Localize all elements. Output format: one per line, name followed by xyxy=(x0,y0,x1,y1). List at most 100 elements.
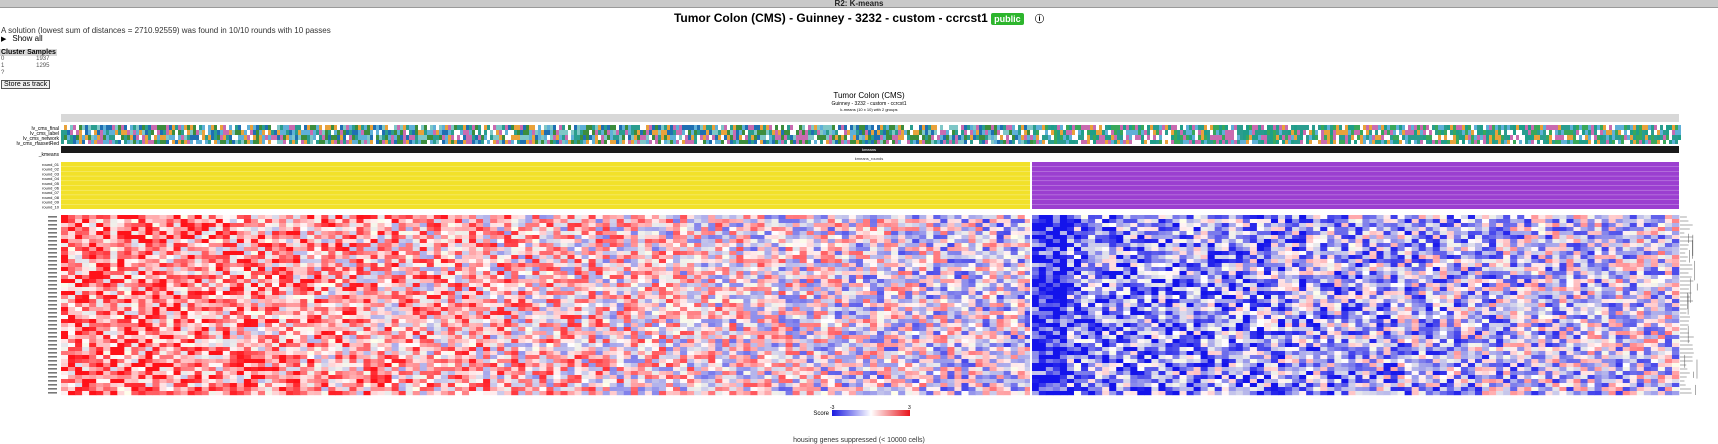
annotation-cell xyxy=(745,130,748,135)
annotation-cell xyxy=(1114,140,1117,145)
annotation-cell xyxy=(802,135,805,140)
annotation-cell xyxy=(631,140,634,145)
heatmap-cell xyxy=(940,259,948,264)
annotation-cell xyxy=(1429,140,1432,145)
annotation-cell xyxy=(1525,125,1528,130)
annotation-cell xyxy=(1678,130,1681,135)
heatmap-cell xyxy=(1355,227,1363,232)
annotation-cell xyxy=(295,130,298,135)
heatmap-cell xyxy=(743,215,751,220)
heatmap-cell xyxy=(940,247,948,252)
heatmap-cell xyxy=(1594,223,1602,228)
annotation-cell xyxy=(868,135,871,140)
heatmap-cell xyxy=(384,219,392,224)
heatmap-cell xyxy=(1580,231,1588,236)
heatmap-cell xyxy=(912,247,920,252)
heatmap-cell xyxy=(1102,255,1110,260)
annotation-cell xyxy=(964,130,967,135)
figure-subtitle: Guinney - 3232 - custom - ccrcst1 xyxy=(831,101,906,107)
heatmap-cell xyxy=(1369,247,1377,252)
info-icon[interactable]: ⓘ xyxy=(1035,14,1045,25)
heatmap-cell xyxy=(1123,239,1131,244)
heatmap-cell xyxy=(1066,239,1075,244)
heatmap-cell xyxy=(1580,247,1588,252)
heatmap-cell xyxy=(673,259,681,264)
heatmap-cell xyxy=(1411,231,1420,236)
heatmap-cell xyxy=(377,247,385,252)
heatmap-cell xyxy=(574,219,582,224)
show-all-toggle[interactable]: ▶ Show all xyxy=(1,34,43,43)
annotation-cell xyxy=(1225,130,1228,135)
annotation-cell xyxy=(1003,130,1006,135)
heatmap-cell xyxy=(1643,235,1652,240)
heatmap-cell xyxy=(553,259,561,264)
annotation-cell xyxy=(832,140,835,145)
annotation-cell xyxy=(1222,140,1225,145)
heatmap-cell xyxy=(813,247,822,252)
heatmap-cell xyxy=(1453,239,1462,244)
annotation-cell xyxy=(148,130,151,135)
heatmap-cell xyxy=(342,239,350,244)
heatmap-cell xyxy=(1411,239,1420,244)
heatmap-cell xyxy=(687,255,695,260)
annotation-cell xyxy=(286,140,289,145)
heatmap-cell xyxy=(926,259,934,264)
heatmap-cell xyxy=(855,239,864,244)
annotation-cell xyxy=(73,135,76,140)
heatmap-cell xyxy=(279,223,287,228)
heatmap-cell xyxy=(1285,239,1293,244)
heatmap-cell xyxy=(1207,235,1215,240)
annotation-cell xyxy=(373,130,376,135)
heatmap-cell xyxy=(1059,215,1068,220)
heatmap-cell xyxy=(321,227,329,232)
heatmap-cell xyxy=(1074,235,1082,240)
annotation-cell xyxy=(532,140,535,145)
annotation-cell xyxy=(1270,125,1273,130)
heatmap-cell xyxy=(771,251,779,256)
heatmap-cell xyxy=(1334,223,1342,228)
annotation-cell xyxy=(835,130,838,135)
annotation-cell xyxy=(1558,135,1561,140)
heatmap-cell xyxy=(982,227,990,232)
heatmap-cell xyxy=(1200,231,1208,236)
heatmap-cell xyxy=(729,255,737,260)
annotation-cell xyxy=(1261,130,1264,135)
heatmap-cell xyxy=(1003,235,1011,240)
heatmap-cell xyxy=(595,219,603,224)
annotation-cell xyxy=(1303,140,1306,145)
window-title-bar: R2: K-means xyxy=(0,0,1718,8)
heatmap-cell xyxy=(792,227,800,232)
annotation-cell xyxy=(703,135,706,140)
annotation-cell xyxy=(1120,130,1123,135)
annotation-cell xyxy=(208,140,211,145)
heatmap-cell xyxy=(637,215,646,220)
annotation-cell xyxy=(1276,130,1279,135)
heatmap-cell xyxy=(1594,247,1602,252)
heatmap-cell xyxy=(286,215,294,220)
heatmap-cell xyxy=(1467,215,1476,220)
round-label: round_08 xyxy=(42,195,60,200)
heatmap-cell xyxy=(286,243,294,248)
heatmap-cell xyxy=(1622,223,1631,228)
heatmap-cell xyxy=(1362,227,1370,232)
public-badge[interactable]: public xyxy=(991,12,1024,25)
annotation-cell xyxy=(721,125,724,130)
heatmap-cell xyxy=(1439,243,1448,248)
heatmap-cell xyxy=(222,223,231,228)
heatmap-cell xyxy=(82,239,90,244)
annotation-cell xyxy=(514,140,517,145)
heatmap-cell xyxy=(1130,219,1138,224)
show-all-label: Show all xyxy=(12,34,43,43)
annotation-cell xyxy=(886,140,889,145)
annotation-cell xyxy=(265,135,268,140)
heatmap-cell xyxy=(623,255,632,260)
annotation-cell xyxy=(958,130,961,135)
store-as-track-button[interactable]: Store as track xyxy=(1,80,51,89)
heatmap-cell xyxy=(1425,239,1434,244)
annotation-cell xyxy=(322,140,325,145)
annotation-cell xyxy=(712,140,715,145)
heatmap-cell xyxy=(1538,223,1546,228)
heatmap-cell xyxy=(715,223,723,228)
heatmap-cell xyxy=(525,231,533,236)
annotation-cell xyxy=(1108,130,1111,135)
